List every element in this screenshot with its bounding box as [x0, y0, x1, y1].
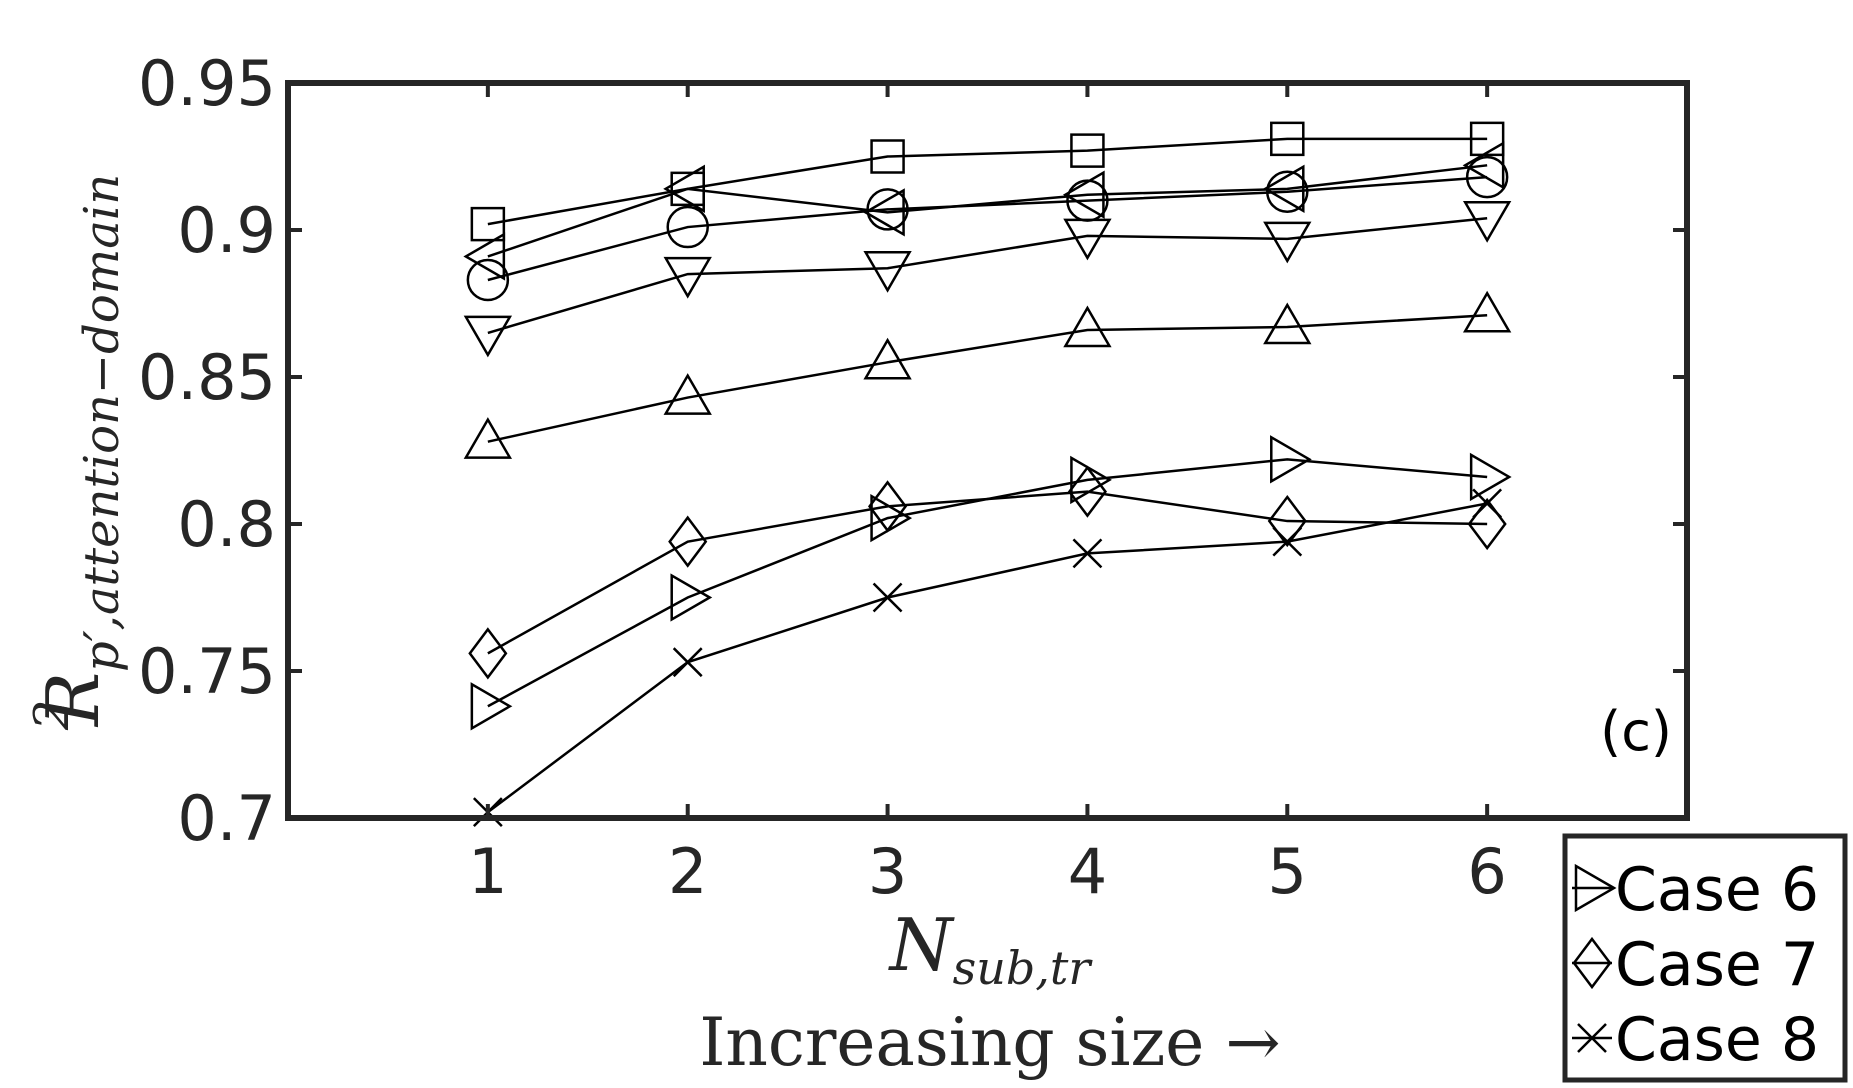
x-axis-title: Nsub,tr	[888, 903, 1094, 995]
series-line-case-1	[487, 137, 1488, 226]
x-tick-label: 2	[668, 835, 707, 908]
x-tick-label: 6	[1467, 835, 1506, 908]
series-case-5	[463, 290, 1512, 459]
series-case-6	[470, 435, 1512, 731]
data-point-case-3	[466, 258, 510, 302]
legend-marker-case-7	[1572, 936, 1612, 990]
tick-layer: 0.7 0.75 0.8 0.85 0.9 0.95 1 2 3 4 5 6	[138, 47, 1687, 908]
data-point-case-6	[470, 682, 513, 731]
legend-label: Case 7	[1615, 930, 1819, 1000]
data-point-case-7	[1067, 465, 1107, 518]
data-point-case-3	[866, 188, 909, 231]
data-point-case-2	[863, 188, 905, 237]
series-layer	[463, 121, 1512, 828]
y-tick-label: 0.75	[138, 635, 276, 708]
series-case-4	[463, 200, 1512, 358]
data-point-case-2	[663, 164, 705, 214]
data-point-case-1	[1469, 121, 1505, 157]
series-line-case-3	[487, 175, 1488, 282]
legend-label: Case 8	[1615, 1005, 1819, 1075]
data-point-case-5	[1063, 305, 1112, 348]
data-point-case-1	[1270, 121, 1305, 157]
data-point-case-3	[1465, 155, 1509, 199]
x-tick-label: 4	[1068, 835, 1107, 908]
data-point-case-3	[666, 205, 709, 249]
data-point-case-8	[1272, 526, 1303, 557]
series-case-1	[470, 121, 1505, 242]
data-point-case-5	[1263, 302, 1312, 345]
y-axis-subscript: p′,attention−domain	[74, 174, 130, 672]
x-tick-label: 5	[1268, 835, 1307, 908]
legend-item-case-6: Case 6	[1572, 855, 1819, 925]
legend-marker-case-6	[1574, 863, 1617, 913]
legend-item-case-7: Case 7	[1572, 930, 1819, 1000]
series-line-case-8	[487, 502, 1488, 814]
legend-box	[1562, 833, 1848, 1083]
data-point-case-8	[1072, 538, 1103, 569]
data-point-case-4	[1263, 221, 1312, 264]
data-point-case-7	[1267, 494, 1307, 548]
y-tick-label: 0.85	[138, 341, 276, 414]
data-point-case-7	[468, 627, 508, 680]
data-point-case-2	[1262, 164, 1305, 214]
y-tick-label: 0.7	[177, 782, 276, 855]
data-point-case-2	[463, 232, 506, 281]
data-point-case-4	[1462, 200, 1512, 243]
data-point-case-1	[870, 139, 905, 174]
data-point-case-4	[463, 315, 513, 358]
series-line-case-2	[487, 164, 1488, 258]
y-axis-symbol: R	[31, 672, 115, 728]
series-line-case-4	[487, 216, 1488, 335]
legend-label: Case 6	[1615, 855, 1819, 925]
data-point-case-4	[1063, 218, 1112, 261]
data-point-case-7	[868, 480, 908, 533]
y-axis-superscript: 2	[24, 699, 80, 731]
series-line-case-7	[487, 490, 1488, 655]
data-point-case-1	[470, 206, 506, 242]
x-axis-symbol: N	[888, 903, 956, 987]
data-point-case-7	[668, 515, 708, 568]
data-point-case-5	[463, 417, 513, 459]
y-tick-label: 0.8	[177, 488, 276, 561]
data-point-case-2	[1062, 170, 1105, 219]
svg-text:Rp′,attention−domain: Rp′,attention−domain	[31, 174, 130, 728]
data-point-case-6	[670, 573, 713, 622]
data-point-case-5	[1462, 290, 1512, 333]
x-axis-note: Increasing size →	[699, 1004, 1280, 1081]
series-case-2	[463, 141, 1505, 281]
data-point-case-1	[1070, 133, 1105, 168]
data-point-case-8	[672, 647, 703, 678]
data-point-case-4	[863, 250, 912, 293]
x-axis-subscript: sub,tr	[953, 941, 1094, 995]
data-point-case-4	[663, 256, 712, 299]
data-point-case-6	[1469, 452, 1512, 502]
series-line-case-5	[487, 314, 1488, 443]
legend-item-case-8: Case 8	[1572, 1005, 1819, 1075]
y-tick-label: 0.9	[177, 194, 276, 267]
series-case-7	[468, 465, 1507, 680]
data-point-case-8	[1472, 488, 1503, 519]
series-line-case-6	[487, 458, 1488, 708]
data-point-case-5	[863, 337, 912, 380]
plot-area-frame	[285, 80, 1690, 821]
y-axis-title: Rp′,attention−domain 2	[24, 174, 130, 731]
y-tick-label: 0.95	[138, 47, 276, 120]
annotation-label: (c)	[1600, 700, 1672, 763]
x-tick-label: 1	[468, 835, 507, 908]
series-case-8	[472, 488, 1503, 828]
data-point-case-6	[1270, 435, 1312, 484]
data-point-case-5	[663, 373, 712, 415]
data-point-case-3	[1266, 170, 1309, 214]
legend-marker-case-8	[1577, 1023, 1607, 1053]
data-point-case-8	[872, 582, 903, 613]
series-case-3	[466, 155, 1509, 302]
x-tick-label: 3	[868, 835, 907, 908]
